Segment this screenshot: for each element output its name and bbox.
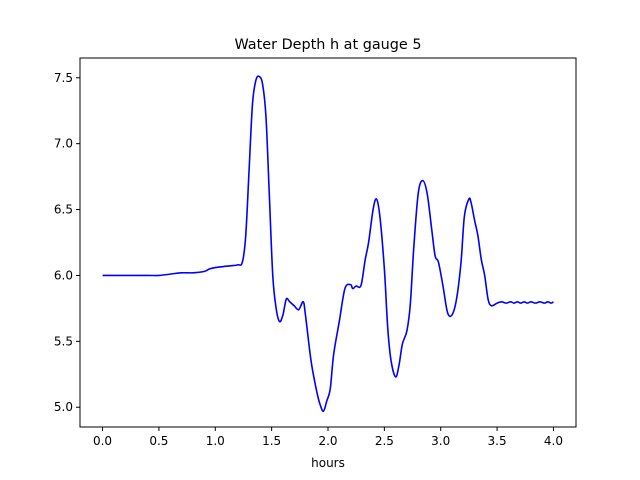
plot-area xyxy=(102,75,554,413)
x-tick-label: 0.5 xyxy=(149,434,168,448)
y-tick-label: 6.5 xyxy=(54,203,73,217)
chart-title: Water Depth h at gauge 5 xyxy=(234,37,421,53)
x-axis: 0.0 0.5 1.0 1.5 2.0 2.5 3.0 3.5 4.0 xyxy=(93,427,563,448)
y-tick-label: 5.0 xyxy=(54,400,73,414)
x-tick-label: 2.5 xyxy=(375,434,394,448)
x-tick-label: 3.0 xyxy=(431,434,450,448)
x-tick-label: 1.0 xyxy=(206,434,225,448)
axes-frame xyxy=(79,57,577,428)
y-tick-label: 7.5 xyxy=(54,71,73,85)
x-tick-label: 1.5 xyxy=(262,434,281,448)
y-tick-label: 6.0 xyxy=(54,268,73,282)
x-tick-label: 0.0 xyxy=(93,434,112,448)
x-tick-label: 3.5 xyxy=(488,434,507,448)
y-tick-label: 5.5 xyxy=(54,334,73,348)
x-tick-label: 2.0 xyxy=(318,434,337,448)
series-line xyxy=(102,75,554,413)
y-tick-label: 7.0 xyxy=(54,137,73,151)
x-axis-label: hours xyxy=(311,456,345,470)
x-tick-label: 4.0 xyxy=(544,434,563,448)
y-axis: 5.0 5.5 6.0 6.5 7.0 7.5 xyxy=(54,71,80,414)
